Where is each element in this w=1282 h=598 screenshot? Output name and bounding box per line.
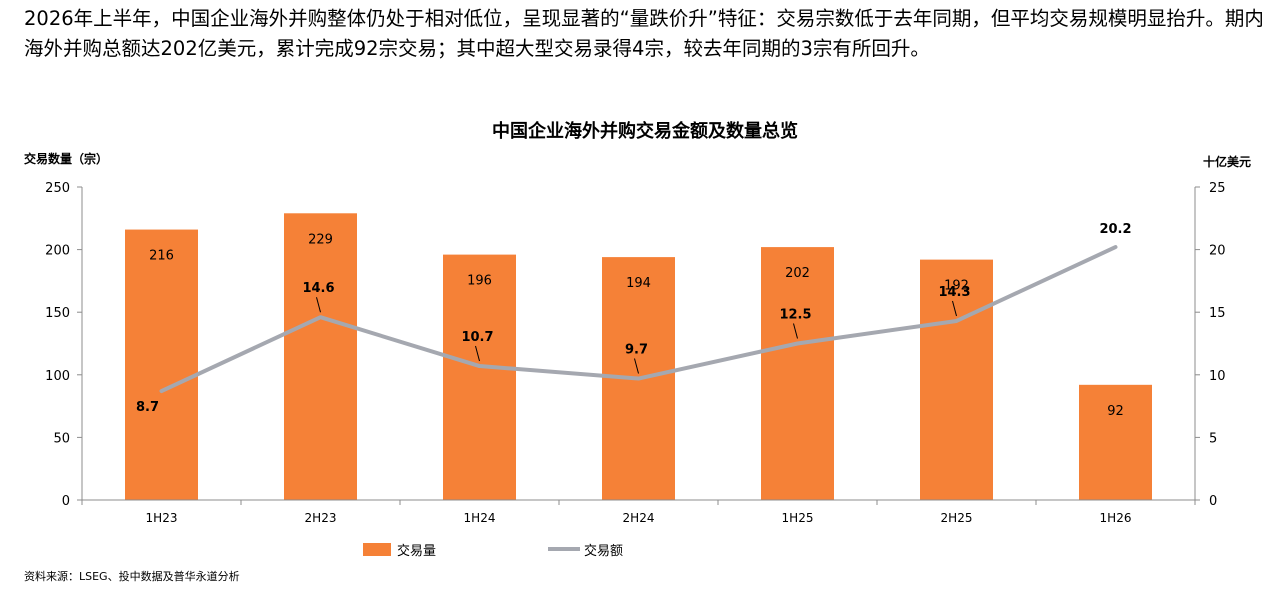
right-tick-label: 15 [1209,306,1226,321]
x-tick-label: 1H23 [146,511,178,525]
bar [284,213,357,501]
chart-title: 中国企业海外并购交易金额及数量总览 [492,120,798,142]
left-tick-label: 100 [45,369,70,384]
line-value-label: 12.5 [779,308,811,323]
x-tick-label: 2H23 [305,511,337,525]
line-label-leader [316,297,321,313]
line-value-label: 14.3 [938,285,970,300]
line-label-leader [952,300,957,317]
x-tick-label: 1H24 [464,511,496,525]
line-value-label: 20.2 [1099,222,1131,237]
legend-bar-label: 交易量 [397,543,436,559]
legend: 交易量 交易额 [363,543,623,559]
line-data-labels: 8.7 14.6 10.7 9.7 12.5 14.3 20.2 [136,222,1132,415]
source-note: 资料来源：LSEG、投中数据及普华永道分析 [24,570,240,583]
x-tick-label: 1H25 [782,511,814,525]
bar-series [125,213,1152,501]
left-tick-label: 200 [45,244,70,259]
bar-value-label: 192 [944,279,969,294]
left-axis-ticks: 0 50 100 150 200 250 [45,181,82,509]
bar-value-label: 229 [308,232,333,247]
left-tick-label: 250 [45,181,70,196]
bar [443,254,516,500]
bar-value-label: 202 [785,266,810,281]
right-tick-label: 10 [1209,369,1226,384]
right-tick-label: 25 [1209,181,1226,196]
bar [761,247,834,500]
bar-value-label: 216 [149,249,174,264]
x-tick-label: 1H26 [1100,511,1132,525]
x-axis-ticks: 1H23 2H23 1H24 2H24 1H25 2H25 1H26 [81,500,1196,525]
intro-paragraph: 2026年上半年，中国企业海外并购整体仍处于相对低位，呈现显著的“量跌价升”特征… [24,7,1264,60]
line-value-label: 8.7 [136,400,159,415]
line-value-label: 10.7 [461,330,493,345]
x-tick-label: 2H24 [623,511,655,525]
legend-line-label: 交易额 [584,543,623,559]
line-value-label: 9.7 [625,343,648,358]
right-axis-ticks: 0 5 10 15 20 25 [1195,181,1226,509]
bar-value-label: 92 [1107,404,1124,419]
right-axis-label: 十亿美元 [1203,154,1251,169]
left-axis-label: 交易数量（宗） [24,151,108,166]
bar [1079,384,1152,500]
bar-value-label: 196 [467,274,492,289]
axes [81,187,1196,501]
right-tick-label: 5 [1209,431,1217,446]
x-tick-label: 2H25 [941,511,973,525]
bar-value-label: 194 [626,276,651,291]
left-tick-label: 50 [53,431,70,446]
line-label-leader [793,323,798,339]
bar [920,259,993,500]
bar [125,229,198,500]
left-tick-label: 0 [62,494,70,509]
line-value-label: 14.6 [302,281,334,296]
left-tick-label: 150 [45,306,70,321]
right-tick-label: 0 [1209,494,1217,509]
line-label-leader [634,358,639,374]
bar-data-labels: 216 229 196 194 202 192 92 [149,232,1124,419]
legend-bar-swatch [363,543,391,556]
right-tick-label: 20 [1209,244,1226,259]
line-series [159,245,1118,394]
line-path [159,245,1118,394]
line-label-leader [475,345,480,362]
